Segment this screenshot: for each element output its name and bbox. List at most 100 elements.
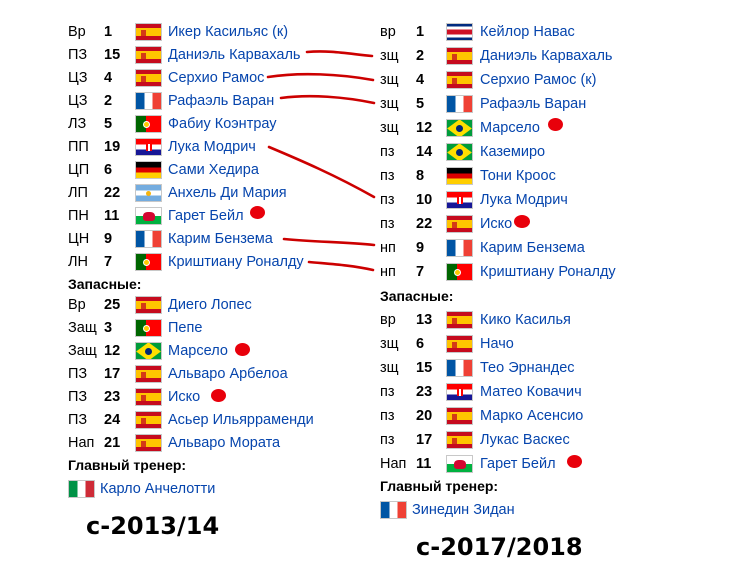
position-label: Защ (68, 320, 97, 336)
position-label: вр (380, 24, 396, 40)
spain-flag-icon (446, 335, 473, 353)
player-link[interactable]: Каземиро (480, 144, 546, 160)
position-label: зщ (380, 48, 399, 64)
position-label: ПЗ (68, 47, 88, 63)
brazil-flag-icon (446, 119, 473, 137)
player-link[interactable]: Кико Касилья (480, 312, 571, 328)
spain-flag-icon (446, 407, 473, 425)
shirt-number: 11 (416, 456, 432, 472)
player-link[interactable]: Рафаэль Варан (168, 93, 275, 109)
position-label: ПЗ (68, 412, 88, 428)
position-label: ЛН (68, 254, 88, 270)
shirt-number: 5 (104, 116, 113, 132)
coach-link[interactable]: Карло Анчелотти (100, 481, 216, 497)
player-link[interactable]: Тео Эрнандес (480, 360, 575, 376)
marker-dot (514, 215, 530, 228)
spain-flag-icon (446, 215, 473, 233)
position-label: Защ (68, 343, 97, 359)
player-link[interactable]: Марко Асенсио (480, 408, 584, 424)
position-label: Нап (380, 456, 407, 472)
position-label: Вр (68, 24, 86, 40)
position-label: зщ (380, 336, 399, 352)
shirt-number: 5 (416, 96, 425, 112)
connector-line (282, 237, 376, 247)
player-link[interactable]: Даниэль Карвахаль (480, 48, 613, 64)
coach-link[interactable]: Зинедин Зидан (412, 502, 515, 518)
france-flag-icon (135, 230, 162, 248)
player-link[interactable]: Альваро Мората (168, 435, 281, 451)
player-link[interactable]: Гарет Бейл (168, 208, 244, 224)
player-link[interactable]: Начо (480, 336, 514, 352)
shirt-number: 25 (104, 297, 121, 313)
player-link[interactable]: Лукас Васкес (480, 432, 570, 448)
player-link[interactable]: Карим Бензема (480, 240, 585, 256)
player-link[interactable]: Рафаэль Варан (480, 96, 587, 112)
player-link[interactable]: Сами Хедира (168, 162, 259, 178)
player-link[interactable]: Тони Кроос (480, 168, 556, 184)
marker-dot (211, 389, 226, 402)
player-link[interactable]: Диего Лопес (168, 297, 252, 313)
player-link[interactable]: Лука Модрич (168, 139, 256, 155)
player-link[interactable]: Гарет Бейл (480, 456, 556, 472)
player-link[interactable]: Фабиу Коэнтрау (168, 116, 277, 132)
player-link[interactable]: Лука Модрич (480, 192, 568, 208)
costa-rica-flag-icon (446, 23, 473, 41)
player-link[interactable]: Марсело (168, 343, 228, 359)
season-label: с-2013/14 (86, 512, 220, 540)
shirt-number: 9 (104, 231, 113, 247)
spain-flag-icon (446, 431, 473, 449)
shirt-number: 2 (104, 93, 113, 109)
player-link[interactable]: Криштиану Роналду (168, 254, 304, 270)
connector-line (267, 145, 376, 199)
player-link[interactable]: Пепе (168, 320, 203, 336)
shirt-number: 19 (104, 139, 121, 155)
shirt-number: 9 (416, 240, 425, 256)
position-label: пз (380, 216, 395, 232)
shirt-number: 24 (104, 412, 121, 428)
player-link[interactable]: Криштиану Роналду (480, 264, 616, 280)
player-link[interactable]: Анхель Ди Мария (168, 185, 287, 201)
player-link[interactable]: Иско (480, 216, 513, 232)
spain-flag-icon (135, 23, 162, 41)
shirt-number: 3 (104, 320, 113, 336)
france-flag-icon (446, 239, 473, 257)
shirt-number: 15 (416, 360, 433, 376)
position-label: ЦП (68, 162, 90, 178)
position-label: вр (380, 312, 396, 328)
position-label: пз (380, 384, 395, 400)
spain-flag-icon (135, 411, 162, 429)
spain-flag-icon (135, 434, 162, 452)
germany-flag-icon (446, 167, 473, 185)
germany-flag-icon (135, 161, 162, 179)
shirt-number: 1 (416, 24, 425, 40)
player-link[interactable]: Серхио Рамос (168, 70, 265, 86)
player-link[interactable]: Даниэль Карвахаль (168, 47, 301, 63)
shirt-number: 6 (104, 162, 113, 178)
player-link[interactable]: Асьер Ильярраменди (168, 412, 314, 428)
shirt-number: 10 (416, 192, 433, 208)
player-link[interactable]: Матео Ковачич (480, 384, 582, 400)
brazil-flag-icon (446, 143, 473, 161)
position-label: ПЗ (68, 389, 88, 405)
position-label: ПЗ (68, 366, 88, 382)
player-link[interactable]: Икер Касильяс (к) (168, 24, 289, 40)
shirt-number: 17 (416, 432, 433, 448)
player-link[interactable]: Марсело (480, 120, 540, 136)
player-link[interactable]: Карим Бензема (168, 231, 273, 247)
position-label: пз (380, 168, 395, 184)
player-link[interactable]: Альваро Арбелоа (168, 366, 288, 382)
player-link[interactable]: Серхио Рамос (к) (480, 72, 597, 88)
croatia-flag-icon (446, 383, 473, 401)
position-label: пз (380, 192, 395, 208)
shirt-number: 15 (104, 47, 121, 63)
connector-line (266, 72, 375, 82)
marker-dot (567, 455, 582, 468)
shirt-number: 11 (104, 208, 120, 224)
player-link[interactable]: Иско (168, 389, 201, 405)
portugal-flag-icon (446, 263, 473, 281)
player-link[interactable]: Кейлор Навас (480, 24, 575, 40)
subs-heading: Запасные: (380, 288, 454, 304)
shirt-number: 6 (416, 336, 425, 352)
shirt-number: 23 (104, 389, 121, 405)
